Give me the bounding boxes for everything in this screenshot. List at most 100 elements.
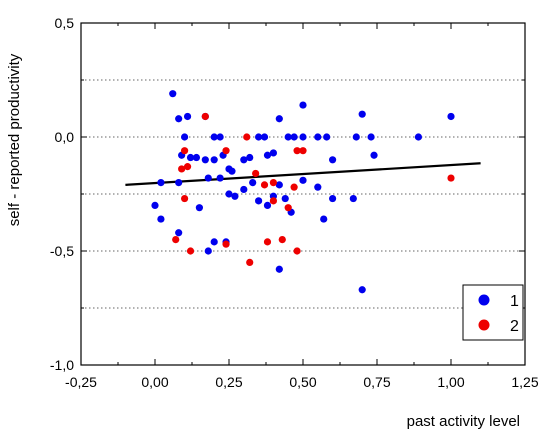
data-point-series-1 (225, 190, 233, 198)
data-point-series-1 (228, 167, 236, 175)
legend-box (462, 284, 524, 341)
data-point-series-1 (263, 201, 272, 209)
data-point-series-1 (240, 156, 248, 164)
data-point-series-2 (293, 247, 301, 255)
data-point-series-2 (269, 197, 277, 205)
y-tick-label: -1,0 (50, 357, 74, 373)
x-tick-label: 1,00 (437, 374, 464, 390)
data-point-series-2 (243, 133, 251, 141)
legend-marker-series-2 (478, 319, 490, 331)
data-point-series-1 (255, 197, 263, 205)
data-point-series-1 (329, 156, 337, 164)
y-axis-title: self - reported productivity (6, 53, 23, 226)
x-tick-label: 0,00 (141, 374, 168, 390)
data-point-series-1 (192, 153, 201, 162)
data-point-series-1 (186, 153, 195, 162)
data-point-series-1 (275, 115, 283, 123)
data-point-series-1 (299, 133, 307, 141)
data-point-series-1 (169, 90, 177, 98)
data-point-series-2 (252, 169, 260, 178)
data-point-series-2 (447, 174, 455, 182)
data-point-series-1 (175, 179, 183, 187)
y-tick-label: 0,0 (55, 129, 75, 145)
data-point-series-1 (151, 201, 159, 209)
data-point-series-1 (329, 194, 337, 203)
data-point-series-2 (222, 147, 230, 155)
data-point-series-1 (204, 247, 212, 255)
data-point-series-2 (181, 147, 189, 155)
data-point-series-1 (299, 101, 307, 109)
data-point-series-1 (175, 229, 183, 237)
data-point-series-2 (284, 204, 292, 212)
data-point-series-1 (275, 181, 283, 189)
data-point-series-1 (314, 133, 322, 141)
y-tick-label: -0,5 (50, 243, 74, 259)
data-point-series-1 (204, 174, 212, 182)
data-point-series-1 (299, 176, 307, 184)
legend-marker-series-1 (478, 294, 490, 306)
y-tick-label: 0,5 (55, 15, 75, 31)
data-point-series-2 (172, 236, 180, 244)
x-axis-title: past activity level (407, 413, 520, 430)
data-point-series-1 (157, 215, 165, 223)
data-point-series-2 (246, 258, 254, 266)
data-point-series-1 (175, 115, 183, 123)
x-tick-label: 0,50 (289, 374, 316, 390)
data-point-series-2 (260, 181, 269, 189)
trend-line-group (125, 162, 481, 186)
data-point-series-1 (290, 133, 298, 141)
data-point-series-2 (293, 147, 301, 155)
x-tick-label: 0,25 (215, 374, 242, 390)
legend: 1 2 (462, 284, 524, 341)
data-point-series-1 (181, 133, 189, 141)
axis-ticks (80, 22, 526, 366)
data-point-series-1 (275, 265, 283, 273)
tick-labels: -0,25 0,00 0,25 0,50 0,75 1,00 1,25 0,5 0,0 -0,5 -… (50, 15, 539, 390)
data-point-series-2 (201, 112, 209, 121)
data-point-series-2 (222, 240, 230, 248)
data-point-series-1 (414, 133, 423, 141)
x-tick-label: -0,25 (65, 374, 97, 390)
data-point-series-1 (352, 133, 360, 141)
data-point-series-2 (269, 179, 277, 187)
data-point-series-2 (299, 147, 307, 155)
data-point-series-1 (358, 110, 366, 118)
data-point-series-2 (181, 194, 189, 203)
data-point-series-1 (210, 156, 218, 164)
x-tick-label: 1,25 (511, 374, 538, 390)
data-point-series-1 (210, 238, 218, 246)
data-point-series-1 (358, 286, 366, 294)
data-point-series-1 (157, 179, 165, 187)
data-point-series-1 (240, 185, 248, 194)
data-point-series-1 (370, 151, 378, 159)
data-point-series-2 (263, 238, 272, 246)
data-point-series-2 (183, 163, 192, 171)
data-point-series-1 (183, 112, 192, 121)
data-point-series-1 (195, 204, 203, 212)
data-point-series-1 (263, 151, 272, 159)
data-point-series-1 (281, 194, 289, 203)
data-point-series-1 (447, 112, 455, 121)
data-point-series-1 (269, 149, 277, 157)
legend-label-series-2: 2 (510, 318, 519, 335)
data-point-series-2 (178, 165, 186, 173)
data-point-series-1 (260, 133, 269, 141)
data-point-series-1 (323, 133, 331, 141)
data-point-series-1 (314, 183, 322, 191)
data-point-series-1 (210, 133, 218, 141)
data-point-series-1 (349, 194, 357, 203)
legend-label-series-1: 1 (510, 293, 519, 310)
data-point-series-1 (320, 215, 328, 223)
data-point-series-1 (216, 174, 224, 182)
data-point-series-1 (255, 133, 263, 141)
data-point-series-1 (246, 153, 254, 162)
data-point-series-2 (290, 183, 298, 191)
x-tick-label: 0,75 (363, 374, 390, 390)
data-point-series-2 (186, 247, 195, 255)
plot-area (81, 23, 525, 365)
data-points (151, 90, 455, 294)
data-point-series-1 (249, 179, 257, 187)
data-point-series-1 (284, 133, 292, 141)
data-point-series-1 (231, 192, 239, 200)
